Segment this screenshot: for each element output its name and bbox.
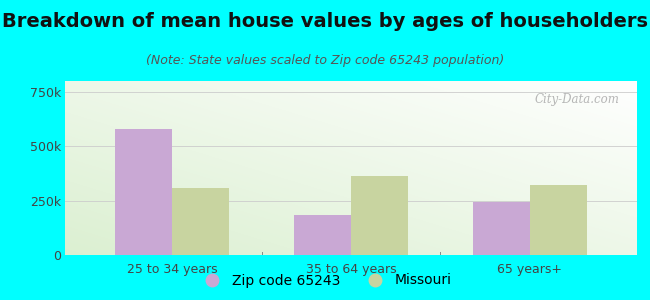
- Legend: Zip code 65243, Missouri: Zip code 65243, Missouri: [193, 268, 457, 293]
- Bar: [172, 188, 229, 255]
- Text: City-Data.com: City-Data.com: [535, 93, 620, 106]
- Bar: [351, 176, 408, 255]
- Bar: [473, 202, 530, 255]
- Bar: [115, 129, 172, 255]
- Bar: [530, 185, 587, 255]
- Text: Breakdown of mean house values by ages of householders: Breakdown of mean house values by ages o…: [2, 12, 648, 31]
- Text: (Note: State values scaled to Zip code 65243 population): (Note: State values scaled to Zip code 6…: [146, 54, 504, 67]
- Bar: [294, 215, 351, 255]
